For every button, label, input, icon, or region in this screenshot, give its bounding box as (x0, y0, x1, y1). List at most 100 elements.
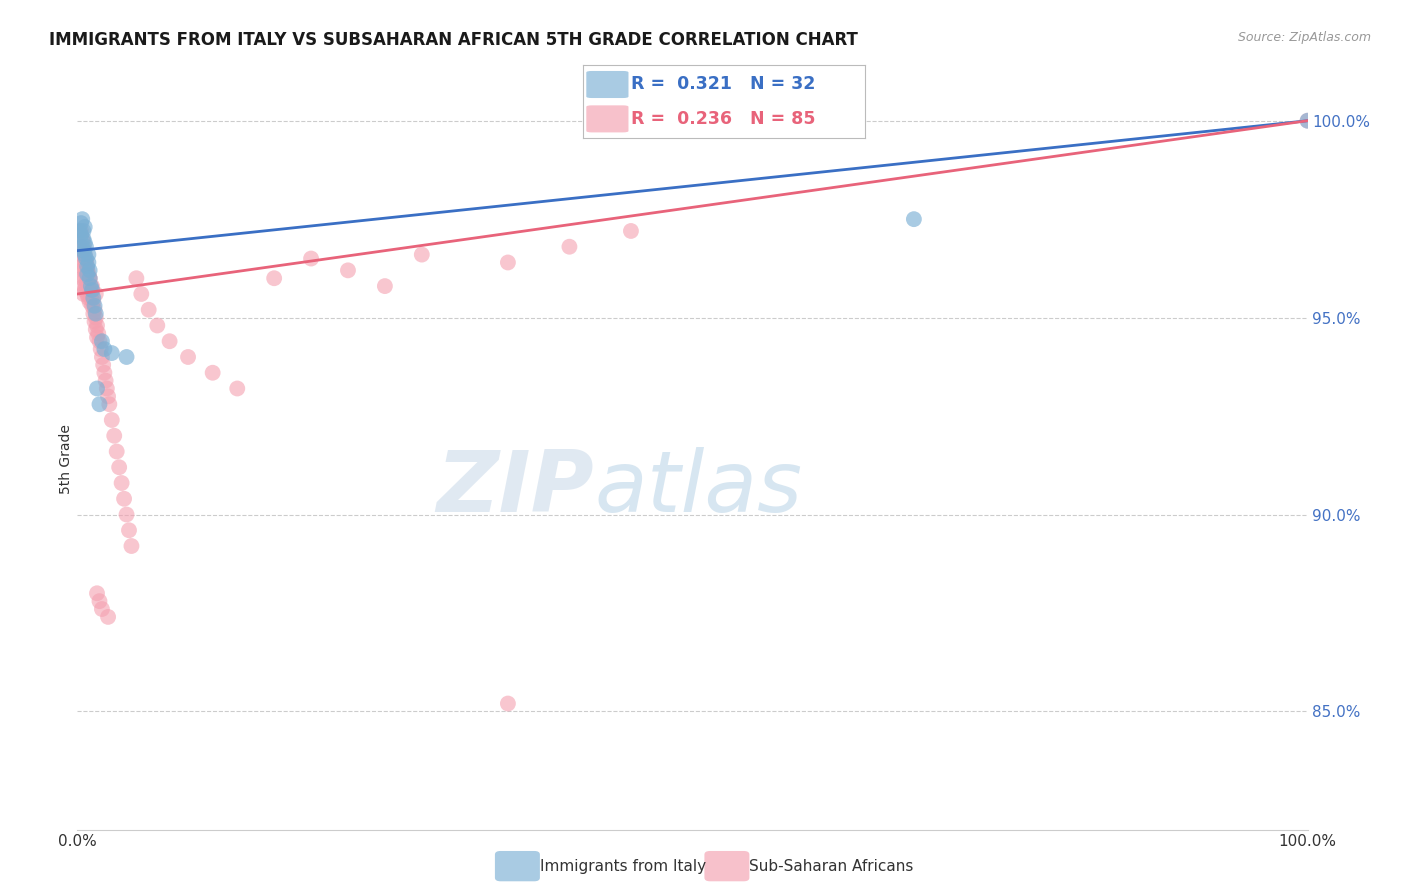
Point (82, 283, 104, 297)
Point (97, 389, 120, 403)
Point (121, 539, 143, 553)
Point (177, 350, 200, 364)
Point (79, 294, 101, 309)
Point (94, 374, 117, 388)
Point (83, 299, 105, 313)
Point (112, 491, 135, 506)
Point (299, 252, 322, 266)
Point (903, 212, 925, 227)
Point (72, 263, 94, 277)
Point (76, 268, 98, 282)
Point (115, 350, 138, 364)
Point (496, 255, 519, 269)
FancyBboxPatch shape (586, 105, 628, 132)
Point (72, 240, 94, 254)
Point (73, 271, 96, 285)
Point (89, 334, 111, 349)
Point (146, 318, 169, 333)
Point (86, 330, 108, 344)
Text: IMMIGRANTS FROM ITALY VS SUBSAHARAN AFRICAN 5TH GRADE CORRELATION CHART: IMMIGRANTS FROM ITALY VS SUBSAHARAN AFRI… (49, 31, 858, 49)
Point (91, 358, 114, 372)
Text: Sub-Saharan Africans: Sub-Saharan Africans (749, 859, 914, 873)
Point (90, 350, 114, 364)
Point (86, 382, 108, 396)
Point (86, 586, 108, 600)
Point (70, 260, 93, 274)
Point (70, 232, 93, 246)
Point (90, 334, 114, 349)
Point (82, 299, 104, 313)
Point (79, 271, 101, 285)
Point (77, 247, 100, 261)
Point (70, 271, 93, 285)
Text: Source: ZipAtlas.com: Source: ZipAtlas.com (1237, 31, 1371, 45)
Point (82, 287, 104, 301)
Point (79, 283, 101, 297)
Point (103, 429, 125, 443)
Point (73, 283, 96, 297)
Point (76, 260, 98, 274)
Point (69, 224, 91, 238)
Point (79, 271, 101, 285)
Point (69, 240, 91, 254)
Point (75, 279, 97, 293)
Point (105, 444, 128, 458)
Point (226, 382, 249, 396)
Point (84, 307, 107, 321)
Point (77, 255, 100, 269)
Point (73, 220, 96, 235)
Point (118, 523, 141, 537)
Point (77, 291, 100, 305)
Point (115, 508, 138, 522)
Point (77, 279, 100, 293)
Point (72, 279, 94, 293)
Point (108, 460, 131, 475)
Point (70, 252, 93, 266)
Point (75, 240, 97, 254)
Point (76, 275, 98, 289)
Point (82, 294, 104, 309)
Point (159, 334, 181, 349)
Point (96, 382, 118, 396)
Point (70, 240, 93, 254)
Text: R =  0.236   N = 85: R = 0.236 N = 85 (631, 110, 815, 128)
Point (72, 287, 94, 301)
Point (411, 247, 433, 261)
Point (620, 224, 643, 238)
Point (93, 366, 115, 380)
Point (79, 263, 101, 277)
Point (72, 232, 94, 246)
Text: Immigrants from Italy: Immigrants from Italy (540, 859, 706, 873)
Point (337, 263, 360, 277)
Point (98, 397, 121, 411)
Point (89, 397, 111, 411)
Point (101, 413, 124, 427)
Point (90, 602, 114, 616)
Y-axis label: 5th Grade: 5th Grade (59, 425, 73, 494)
Point (72, 224, 94, 238)
Point (80, 279, 103, 293)
Point (101, 346, 124, 360)
Point (75, 255, 97, 269)
Point (129, 287, 153, 301)
Text: ZIP: ZIP (436, 448, 595, 531)
Point (70, 212, 93, 227)
Point (73, 235, 96, 250)
Point (93, 342, 115, 356)
Point (111, 475, 132, 490)
Point (84, 322, 107, 336)
Point (72, 244, 94, 258)
Point (80, 291, 103, 305)
Point (70, 227, 93, 242)
Point (73, 247, 96, 261)
Point (77, 268, 100, 282)
Point (89, 594, 111, 608)
Point (76, 287, 98, 301)
Point (1296, 113, 1319, 128)
Point (82, 307, 104, 321)
Point (70, 224, 93, 238)
Point (79, 271, 101, 285)
FancyBboxPatch shape (586, 71, 628, 98)
Point (87, 326, 110, 341)
Point (73, 247, 96, 261)
